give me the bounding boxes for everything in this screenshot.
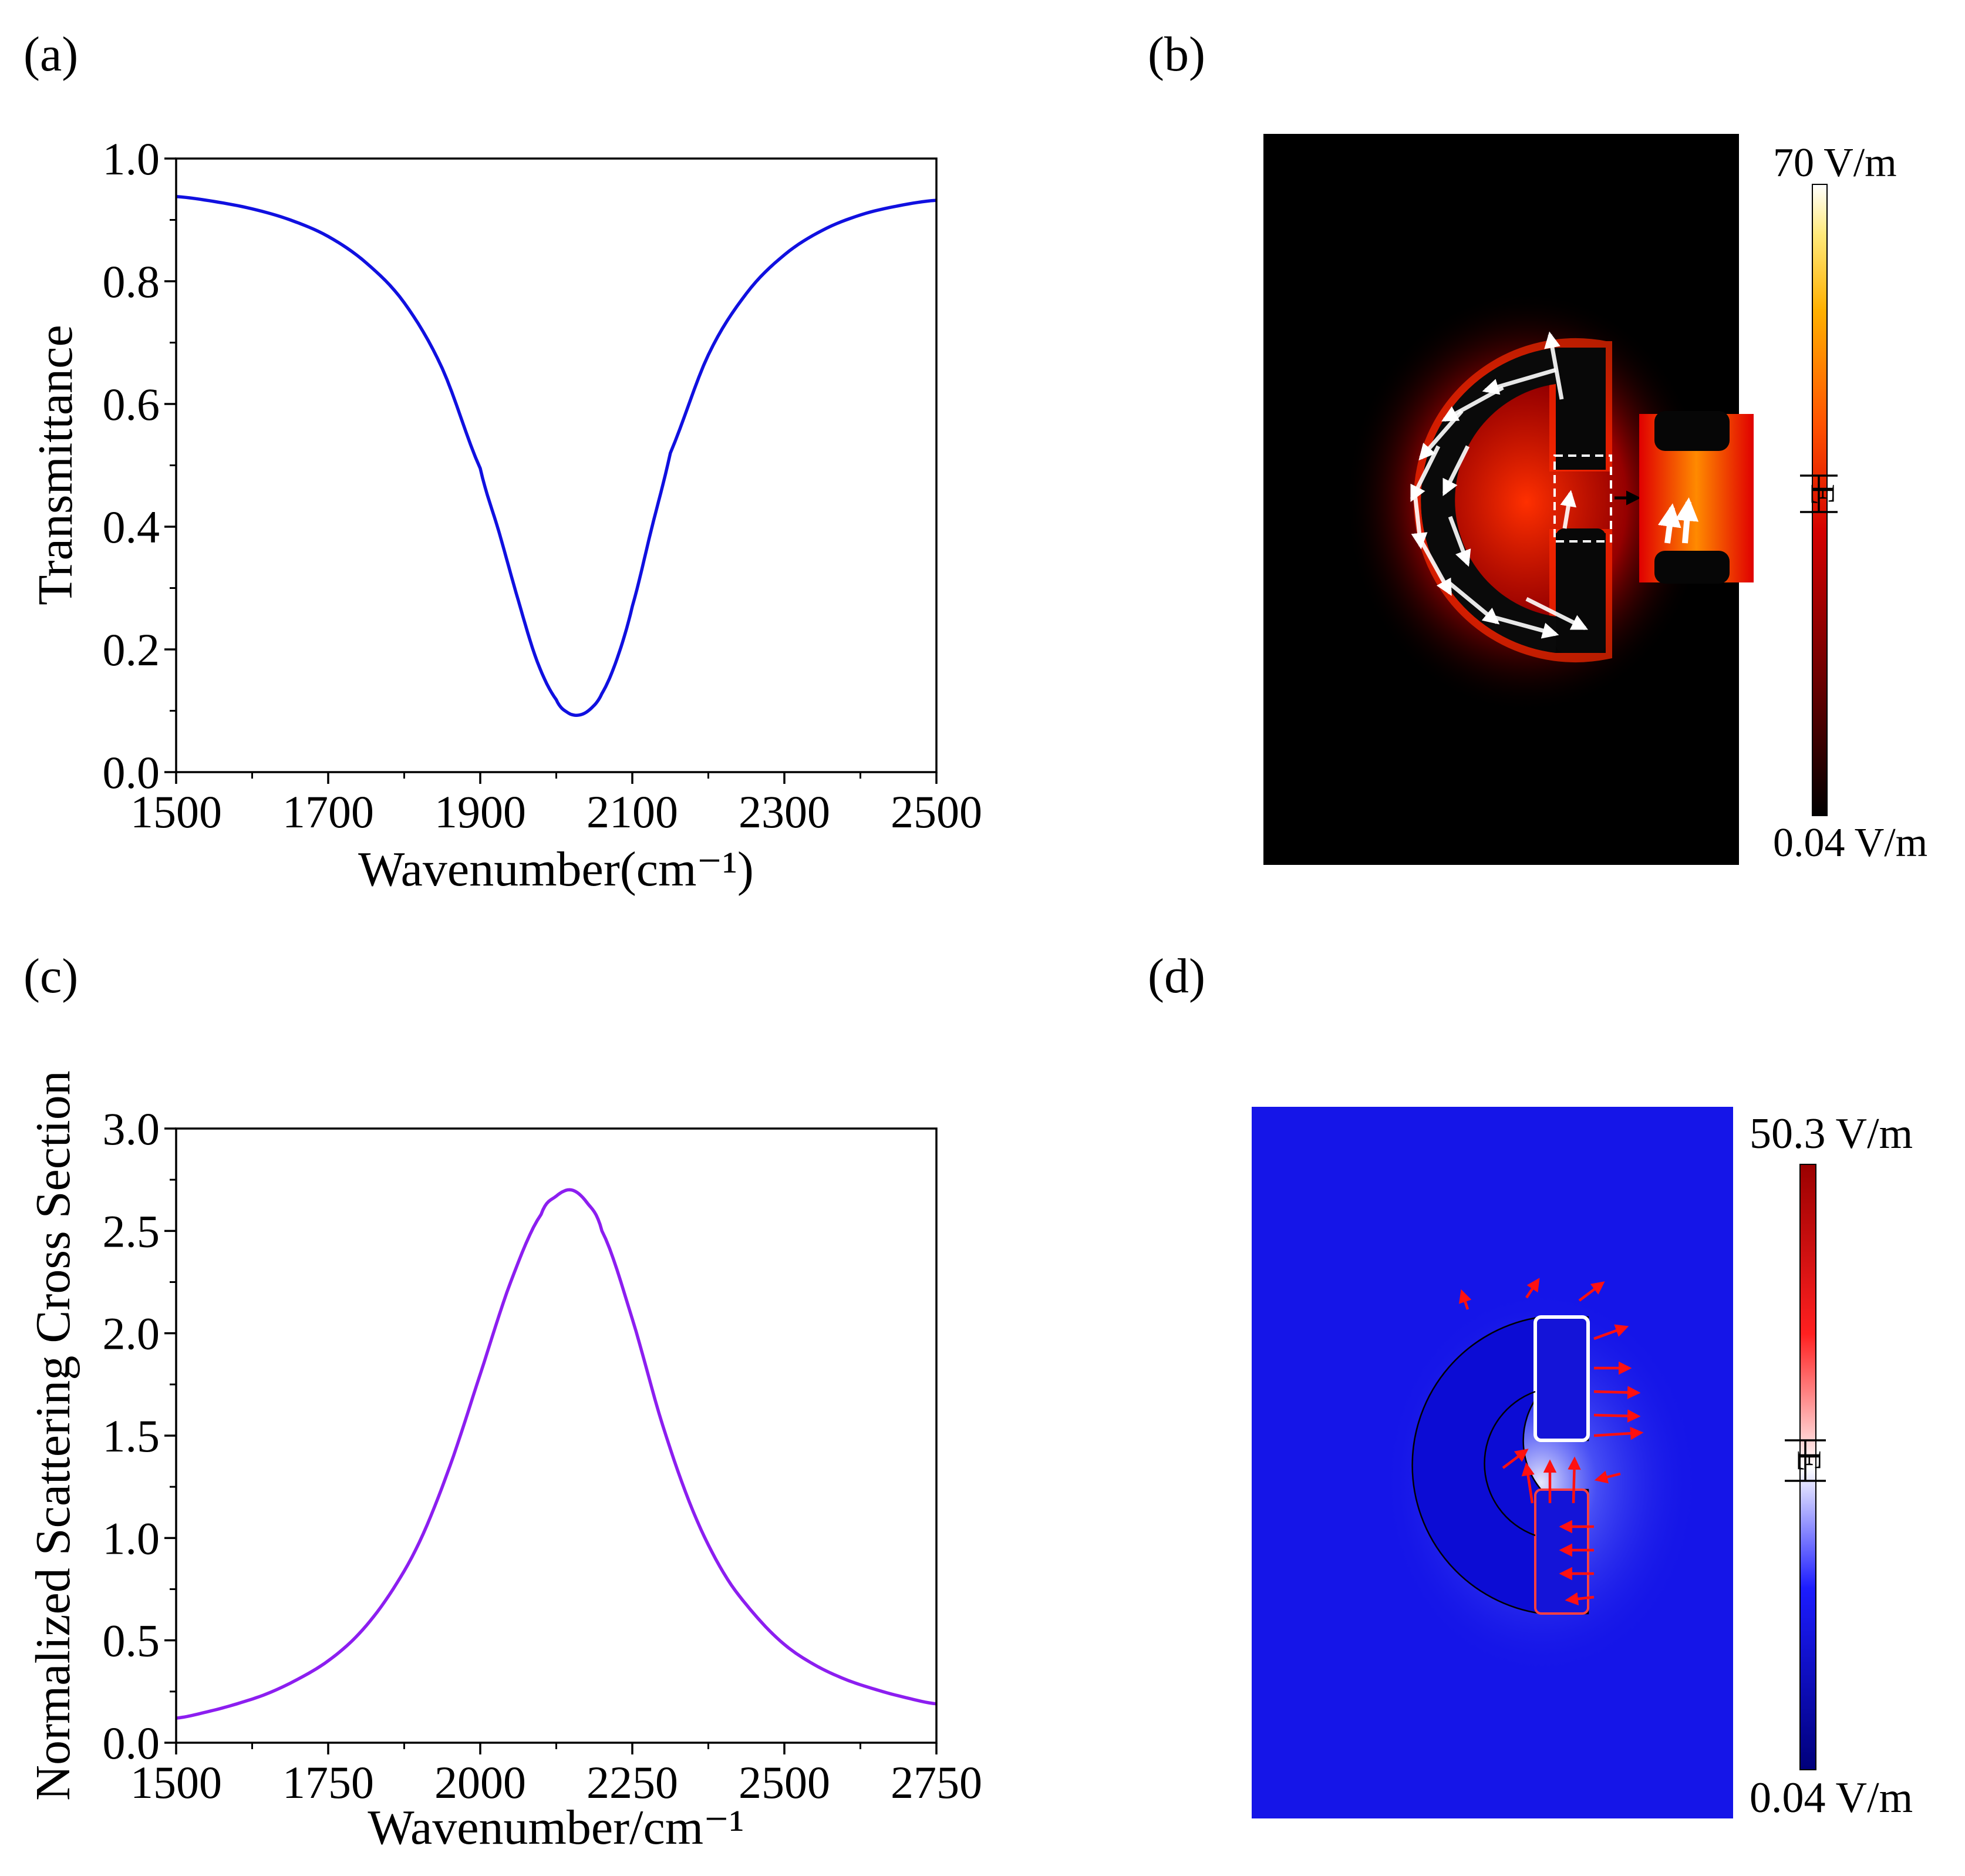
field-map-b: 70 V/m 0.04 V/m E xyxy=(1263,134,1927,865)
plot-frame xyxy=(175,1127,938,1744)
y-tick-label: 2.0 xyxy=(103,1308,160,1359)
y-tick-label: 0.5 xyxy=(103,1615,160,1666)
panel-label-c: (c) xyxy=(23,949,78,1003)
y-tick-label: 3.0 xyxy=(103,1103,160,1154)
field-glow xyxy=(1344,291,1708,713)
panel-label-b: (b) xyxy=(1148,27,1205,82)
x-axis-ticks: 1500 1750 2000 2250 2500 2750 0.0 0.5 1.0 1.5 2.0 2… xyxy=(103,1103,983,1808)
y-tick-label: 2.5 xyxy=(103,1205,160,1257)
y-tick-label: 1.0 xyxy=(103,1513,160,1564)
field-arrows xyxy=(1459,1278,1644,1606)
transmittance-series-line xyxy=(176,195,937,717)
x-tick-label: 1750 xyxy=(282,1757,374,1808)
x-tick-label: 1500 xyxy=(130,786,222,837)
field-direction-indicator: E xyxy=(1785,1439,1829,1482)
colorbar-max-label: 50.3 V/m xyxy=(1750,1110,1913,1158)
y-axis-label: Normalized Scattering Cross Section xyxy=(26,1070,80,1800)
y-tick-label: 0.2 xyxy=(103,624,160,675)
current-arrows xyxy=(1410,331,1589,639)
colorbar-min-label: 0.04 V/m xyxy=(1750,1774,1913,1822)
scattering-chart: 1500 1750 2000 2250 2500 2750 0.0 0.5 1.0 1.5 2.0 2… xyxy=(26,1070,982,1855)
x-axis-label: Wavenumber(cm⁻¹) xyxy=(358,842,754,897)
y-tick-label: 1.5 xyxy=(103,1410,160,1461)
x-axis-ticks: 1500 1700 1900 2100 2300 2500 0.0 0.2 0.4 0.6 0.8 1… xyxy=(103,133,983,837)
y-tick-label: 0.8 xyxy=(103,256,160,307)
colorbar xyxy=(1799,1164,1816,1770)
resonator-body xyxy=(1421,348,1556,653)
y-tick-label: 0.0 xyxy=(103,747,160,798)
resonator-inner-edge xyxy=(1484,1390,1536,1537)
x-tick-label: 1900 xyxy=(434,786,526,837)
x-tick-label: 2500 xyxy=(891,786,982,837)
inset-lower-arm xyxy=(1654,551,1730,584)
inset-upper-arm xyxy=(1654,411,1730,451)
x-tick-label: 2100 xyxy=(587,786,678,837)
y-axis-label: Transmittance xyxy=(28,325,83,605)
y-tick-label: 0.0 xyxy=(103,1717,160,1769)
inset-arrows xyxy=(1657,497,1699,544)
x-tick-label: 2300 xyxy=(739,786,830,837)
panel-label-a: (a) xyxy=(23,27,78,82)
y-tick-label: 0.6 xyxy=(103,379,160,430)
x-tick-label: 2500 xyxy=(739,1757,830,1808)
transmittance-chart: 1500 1700 1900 2100 2300 2500 0.0 0.2 0.4 0.6 0.8 1… xyxy=(28,133,982,897)
resonator-upper-arm xyxy=(1533,1315,1590,1442)
y-tick-label: 0.4 xyxy=(103,501,160,553)
colorbar-max-label: 70 V/m xyxy=(1773,140,1897,186)
x-tick-label: 2250 xyxy=(587,1757,678,1808)
field-direction-indicator: E xyxy=(1800,474,1842,513)
scattering-series-line xyxy=(176,1188,937,1720)
x-tick-label: 2750 xyxy=(891,1757,982,1808)
svg-text:E: E xyxy=(1791,1450,1829,1471)
svg-text:E: E xyxy=(1804,484,1842,504)
x-tick-label: 1500 xyxy=(130,1757,222,1808)
field-map-d: 50.3 V/m 0.04 V/m E xyxy=(1252,1107,1913,1822)
panel-label-d: (d) xyxy=(1148,949,1205,1003)
resonator-lower-arm xyxy=(1534,1488,1589,1615)
colorbar-min-label: 0.04 V/m xyxy=(1773,820,1927,865)
plot-frame xyxy=(175,157,938,773)
resonator-lower-arm xyxy=(1556,528,1606,653)
y-tick-label: 1.0 xyxy=(103,133,160,184)
x-tick-label: 1700 xyxy=(282,786,374,837)
x-tick-label: 2000 xyxy=(434,1757,526,1808)
resonator-upper-arm xyxy=(1556,348,1606,470)
gap-highlight-box xyxy=(1553,454,1612,543)
x-axis-label: Wavenumber/cm⁻¹ xyxy=(368,1800,744,1855)
